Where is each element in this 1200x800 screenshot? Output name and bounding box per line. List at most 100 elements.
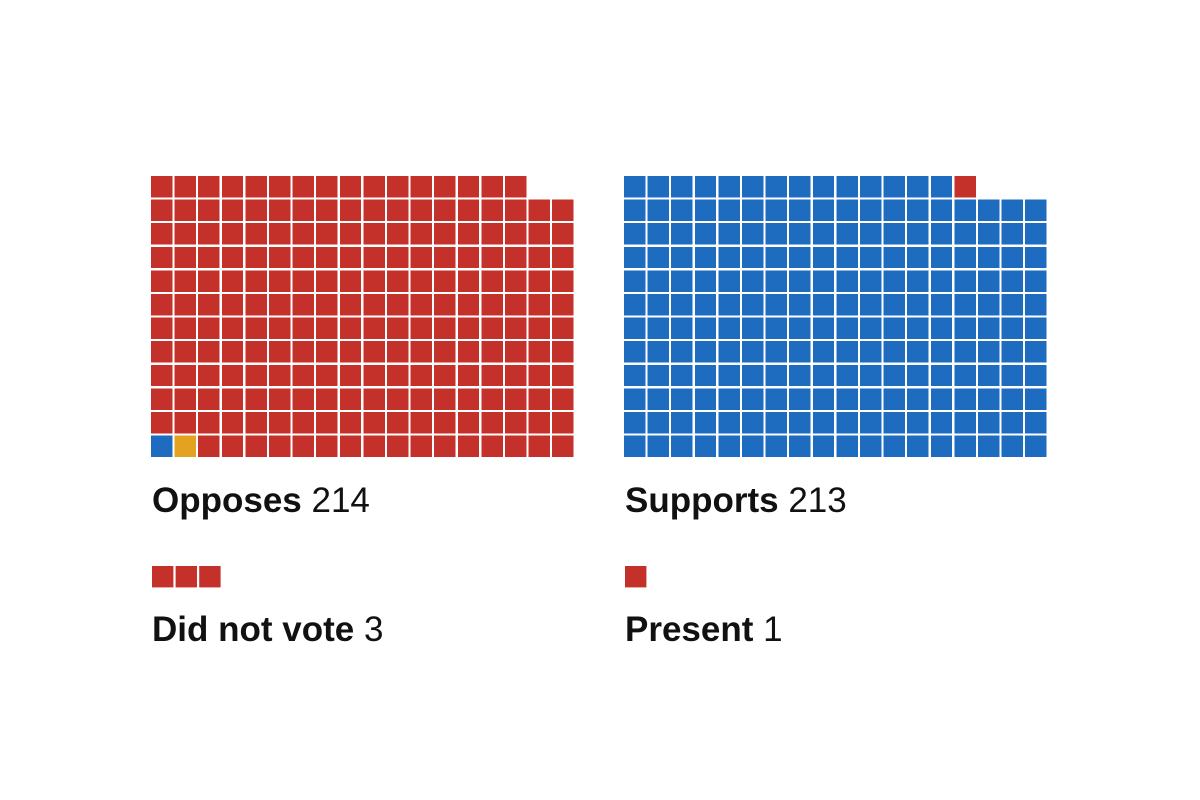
opposes-cell xyxy=(269,270,291,292)
opposes-cell xyxy=(552,270,574,292)
supports-cell xyxy=(812,412,835,434)
supports-cell xyxy=(1001,435,1023,457)
opposes-cell xyxy=(339,294,362,316)
opposes-cell xyxy=(151,412,173,434)
opposes-cell xyxy=(292,270,314,292)
supports-cell xyxy=(624,341,646,363)
supports-cell xyxy=(624,435,646,457)
did_not_vote-swatch xyxy=(152,566,174,588)
opposes-cell xyxy=(151,270,173,292)
opposes-cell xyxy=(434,364,456,387)
supports-cell xyxy=(671,435,693,457)
opposes-cell xyxy=(528,223,550,245)
opposes-cell xyxy=(410,435,432,457)
did-not-vote-swatches xyxy=(152,566,221,588)
opposes-cell xyxy=(292,176,314,198)
opposes-cell xyxy=(339,388,362,410)
opposes-cell xyxy=(174,364,196,387)
opposes-cell xyxy=(457,246,480,269)
opposes-cell xyxy=(434,341,456,363)
supports-cell xyxy=(860,388,882,410)
opposes-cell xyxy=(552,199,574,221)
opposes-cell xyxy=(387,246,409,269)
supports-cell xyxy=(978,317,1000,339)
supports-cell xyxy=(978,388,1000,410)
opposes-cell xyxy=(363,270,385,292)
opposes-cell xyxy=(269,412,291,434)
opposes-cell xyxy=(434,317,456,339)
supports-cell xyxy=(907,223,929,245)
supports-cell xyxy=(812,176,835,198)
supports-cell xyxy=(954,294,976,316)
opposes-cell xyxy=(245,412,267,434)
opposes-cell xyxy=(505,435,527,457)
opposes-cell xyxy=(316,270,338,292)
opposes-cell xyxy=(198,294,220,316)
opposes-cell xyxy=(434,412,456,434)
supports-cell xyxy=(694,412,717,434)
supports-cell xyxy=(883,388,905,410)
supports-cell xyxy=(742,364,764,387)
opposes-cell xyxy=(339,223,362,245)
opposes-cell xyxy=(339,364,362,387)
opposes-cell xyxy=(339,270,362,292)
supports-cell xyxy=(954,388,976,410)
opposes-cell xyxy=(528,435,550,457)
opposes-cell xyxy=(198,341,220,363)
supports-cell xyxy=(789,294,811,316)
opposes-cell xyxy=(174,270,196,292)
supports-cell xyxy=(836,199,858,221)
supports-cell xyxy=(930,388,953,410)
present-label: Present 1 xyxy=(625,610,783,650)
present-swatch xyxy=(625,566,647,588)
supports-cell xyxy=(765,412,787,434)
supports-label-name: Supports xyxy=(625,481,779,520)
opposes-cell xyxy=(339,412,362,434)
supports-cell xyxy=(836,270,858,292)
supports-cell xyxy=(624,176,646,198)
supports-cell xyxy=(742,435,764,457)
supports-cell xyxy=(1025,294,1047,316)
opposes-cell xyxy=(316,199,338,221)
supports-cell xyxy=(1025,364,1047,387)
opposes-cell xyxy=(198,176,220,198)
opposes-cell xyxy=(316,364,338,387)
opposes-cell xyxy=(316,435,338,457)
opposes-cell xyxy=(221,246,244,269)
opposes-cell xyxy=(410,412,432,434)
opposes-cell xyxy=(387,435,409,457)
opposes-cell xyxy=(151,317,173,339)
supports-cell xyxy=(883,341,905,363)
opposes-cell xyxy=(387,388,409,410)
opposes-cell xyxy=(269,294,291,316)
opposes-cell xyxy=(174,388,196,410)
opposes-cell xyxy=(552,364,574,387)
supports-label: Supports 213 xyxy=(625,481,847,521)
supports-cell xyxy=(907,246,929,269)
supports-cell xyxy=(907,412,929,434)
opposes-cell xyxy=(198,364,220,387)
opposes-cell xyxy=(387,176,409,198)
opposes-cell xyxy=(528,246,550,269)
supports-cell xyxy=(671,199,693,221)
supports-cell xyxy=(647,435,669,457)
supports-cell xyxy=(742,317,764,339)
supports-cell xyxy=(978,199,1000,221)
opposes-cell xyxy=(363,364,385,387)
opposes-cell xyxy=(552,223,574,245)
supports-cell xyxy=(978,412,1000,434)
opposes-cell xyxy=(292,364,314,387)
supports-cell xyxy=(718,199,740,221)
supports-cell xyxy=(954,246,976,269)
present-label-count: 1 xyxy=(763,610,783,649)
opposes-cell xyxy=(174,412,196,434)
supports-cell xyxy=(1025,223,1047,245)
supports-cell xyxy=(978,364,1000,387)
supports-cell xyxy=(812,199,835,221)
opposes-cell xyxy=(292,388,314,410)
supports-cell xyxy=(860,364,882,387)
supports-cell xyxy=(671,176,693,198)
supports-cell xyxy=(789,246,811,269)
supports-cell xyxy=(1001,412,1023,434)
opposes-cell xyxy=(457,412,480,434)
